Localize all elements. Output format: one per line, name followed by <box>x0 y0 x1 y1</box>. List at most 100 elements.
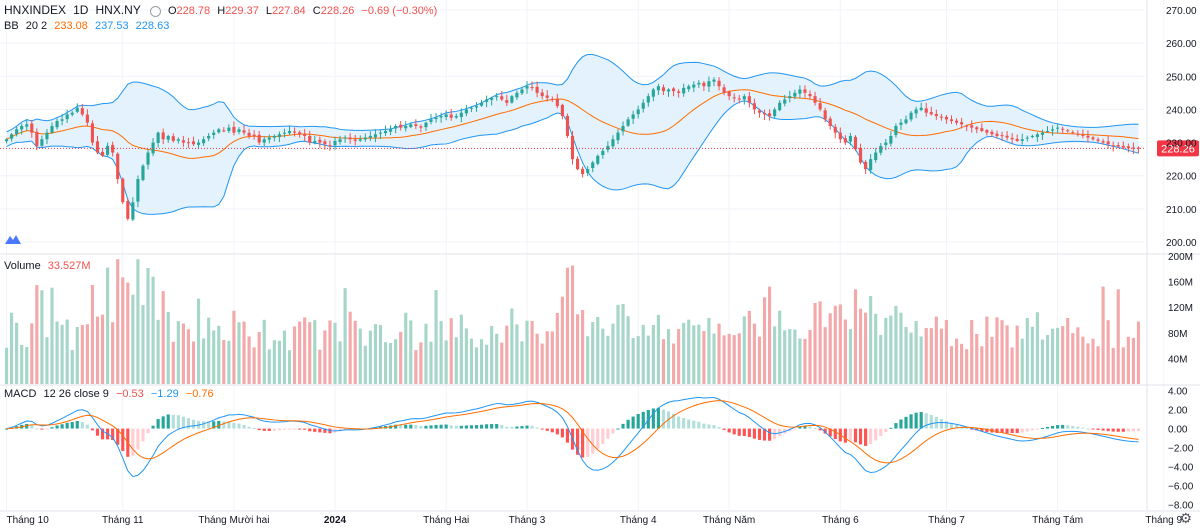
volume-bar <box>949 346 954 384</box>
candle-body <box>515 92 519 98</box>
candle-body <box>202 139 206 144</box>
macd-histogram-bar <box>1111 428 1115 432</box>
volume-bar <box>348 311 352 384</box>
candle <box>949 115 954 124</box>
macd-histogram-bar <box>575 428 580 455</box>
volume-bar <box>1111 347 1115 384</box>
candle-body <box>1030 135 1034 138</box>
volume-legend[interactable]: Volume 33.527M <box>4 260 95 272</box>
volume-name: Volume <box>4 260 41 272</box>
candle <box>131 197 135 222</box>
macd-histogram-bar <box>712 425 716 429</box>
candle <box>1010 133 1014 144</box>
candle <box>1081 129 1085 139</box>
candle-body <box>60 119 64 121</box>
macd-histogram-bar <box>424 425 428 429</box>
candle-body <box>394 126 398 129</box>
volume-bar <box>682 322 686 384</box>
candle-body <box>626 119 630 126</box>
candle-body <box>636 109 640 115</box>
macd-histogram-bar <box>166 414 170 429</box>
candle-body <box>1116 145 1120 147</box>
candle <box>389 125 393 136</box>
candle-body <box>333 140 337 146</box>
macd-histogram-bar <box>843 428 847 443</box>
macd-histogram-bar <box>1056 425 1060 429</box>
macd-histogram-bar <box>833 428 837 440</box>
candle-body <box>490 97 494 100</box>
macd-histogram-bar <box>520 426 524 429</box>
candle <box>247 128 251 139</box>
candle-body <box>550 98 554 100</box>
volume-bar <box>929 328 933 384</box>
volume-bar <box>1020 338 1024 384</box>
symbol-name[interactable]: HNXINDEX <box>4 3 67 17</box>
volume-bar <box>111 322 115 384</box>
candle-body <box>575 158 580 170</box>
volume-bar <box>106 267 110 384</box>
candle <box>328 140 332 151</box>
volume-bar <box>1025 317 1029 384</box>
candle-body <box>530 87 534 89</box>
volume-bar <box>545 331 549 384</box>
candle-body <box>874 152 878 161</box>
volume-bar <box>55 321 59 384</box>
macd-histogram-bar <box>490 424 494 429</box>
candle-body <box>747 96 751 103</box>
macd-histogram-bar <box>1005 428 1009 433</box>
candle-body <box>737 98 741 100</box>
candle-body <box>727 91 731 97</box>
gear-icon[interactable]: ⚙ <box>1179 510 1192 526</box>
volume-bar <box>1116 289 1120 384</box>
candle-body <box>980 128 984 131</box>
volume-bar <box>939 328 943 384</box>
volume-bar <box>373 324 377 384</box>
candle-body <box>186 142 191 144</box>
macd-histogram-bar <box>479 424 484 429</box>
macd-histogram-bar <box>818 428 822 431</box>
volume-bar <box>565 267 570 384</box>
candle <box>176 137 180 144</box>
volume-bar <box>581 310 585 384</box>
macd-histogram-bar <box>373 427 377 429</box>
candle <box>70 110 74 117</box>
candle <box>540 88 544 100</box>
candle-body <box>247 132 251 136</box>
candle-body <box>282 132 287 134</box>
candle-body <box>287 130 292 134</box>
candle <box>242 124 246 136</box>
volume-bar <box>207 317 211 384</box>
candle-body <box>353 139 357 141</box>
bb-legend[interactable]: BB 20 2 233.08 237.53 228.63 <box>4 20 173 32</box>
tradingview-logo-icon[interactable] <box>4 232 22 246</box>
candle-body <box>560 104 564 117</box>
volume-bar <box>272 340 276 384</box>
macd-histogram-bar <box>601 428 605 444</box>
volume-bar <box>186 329 191 384</box>
macd-histogram-bar <box>237 423 241 429</box>
candle-body <box>965 125 969 127</box>
candle <box>672 87 676 97</box>
ohlc-open: 228.78 <box>176 5 211 17</box>
macd-histogram-bar <box>808 426 812 429</box>
macd-histogram-bar <box>697 421 701 429</box>
candle <box>454 113 458 119</box>
candle <box>474 102 479 112</box>
candle <box>929 106 933 116</box>
volume-bar <box>626 316 630 384</box>
candle <box>985 129 989 136</box>
candle <box>282 128 287 138</box>
macd-histogram-bar <box>505 426 509 429</box>
candle-body <box>95 141 100 153</box>
macd-histogram-bar <box>530 425 534 429</box>
macd-legend[interactable]: MACD 12 26 close 9 −0.53 −1.29 −0.76 <box>4 388 218 400</box>
candle-body <box>136 179 140 202</box>
candle <box>303 128 307 142</box>
candle <box>485 95 489 108</box>
candle <box>869 153 873 174</box>
volume-bar <box>596 317 600 384</box>
macd-histogram-bar <box>586 428 590 457</box>
macd-histogram-bar <box>469 425 473 429</box>
candle <box>677 89 681 98</box>
